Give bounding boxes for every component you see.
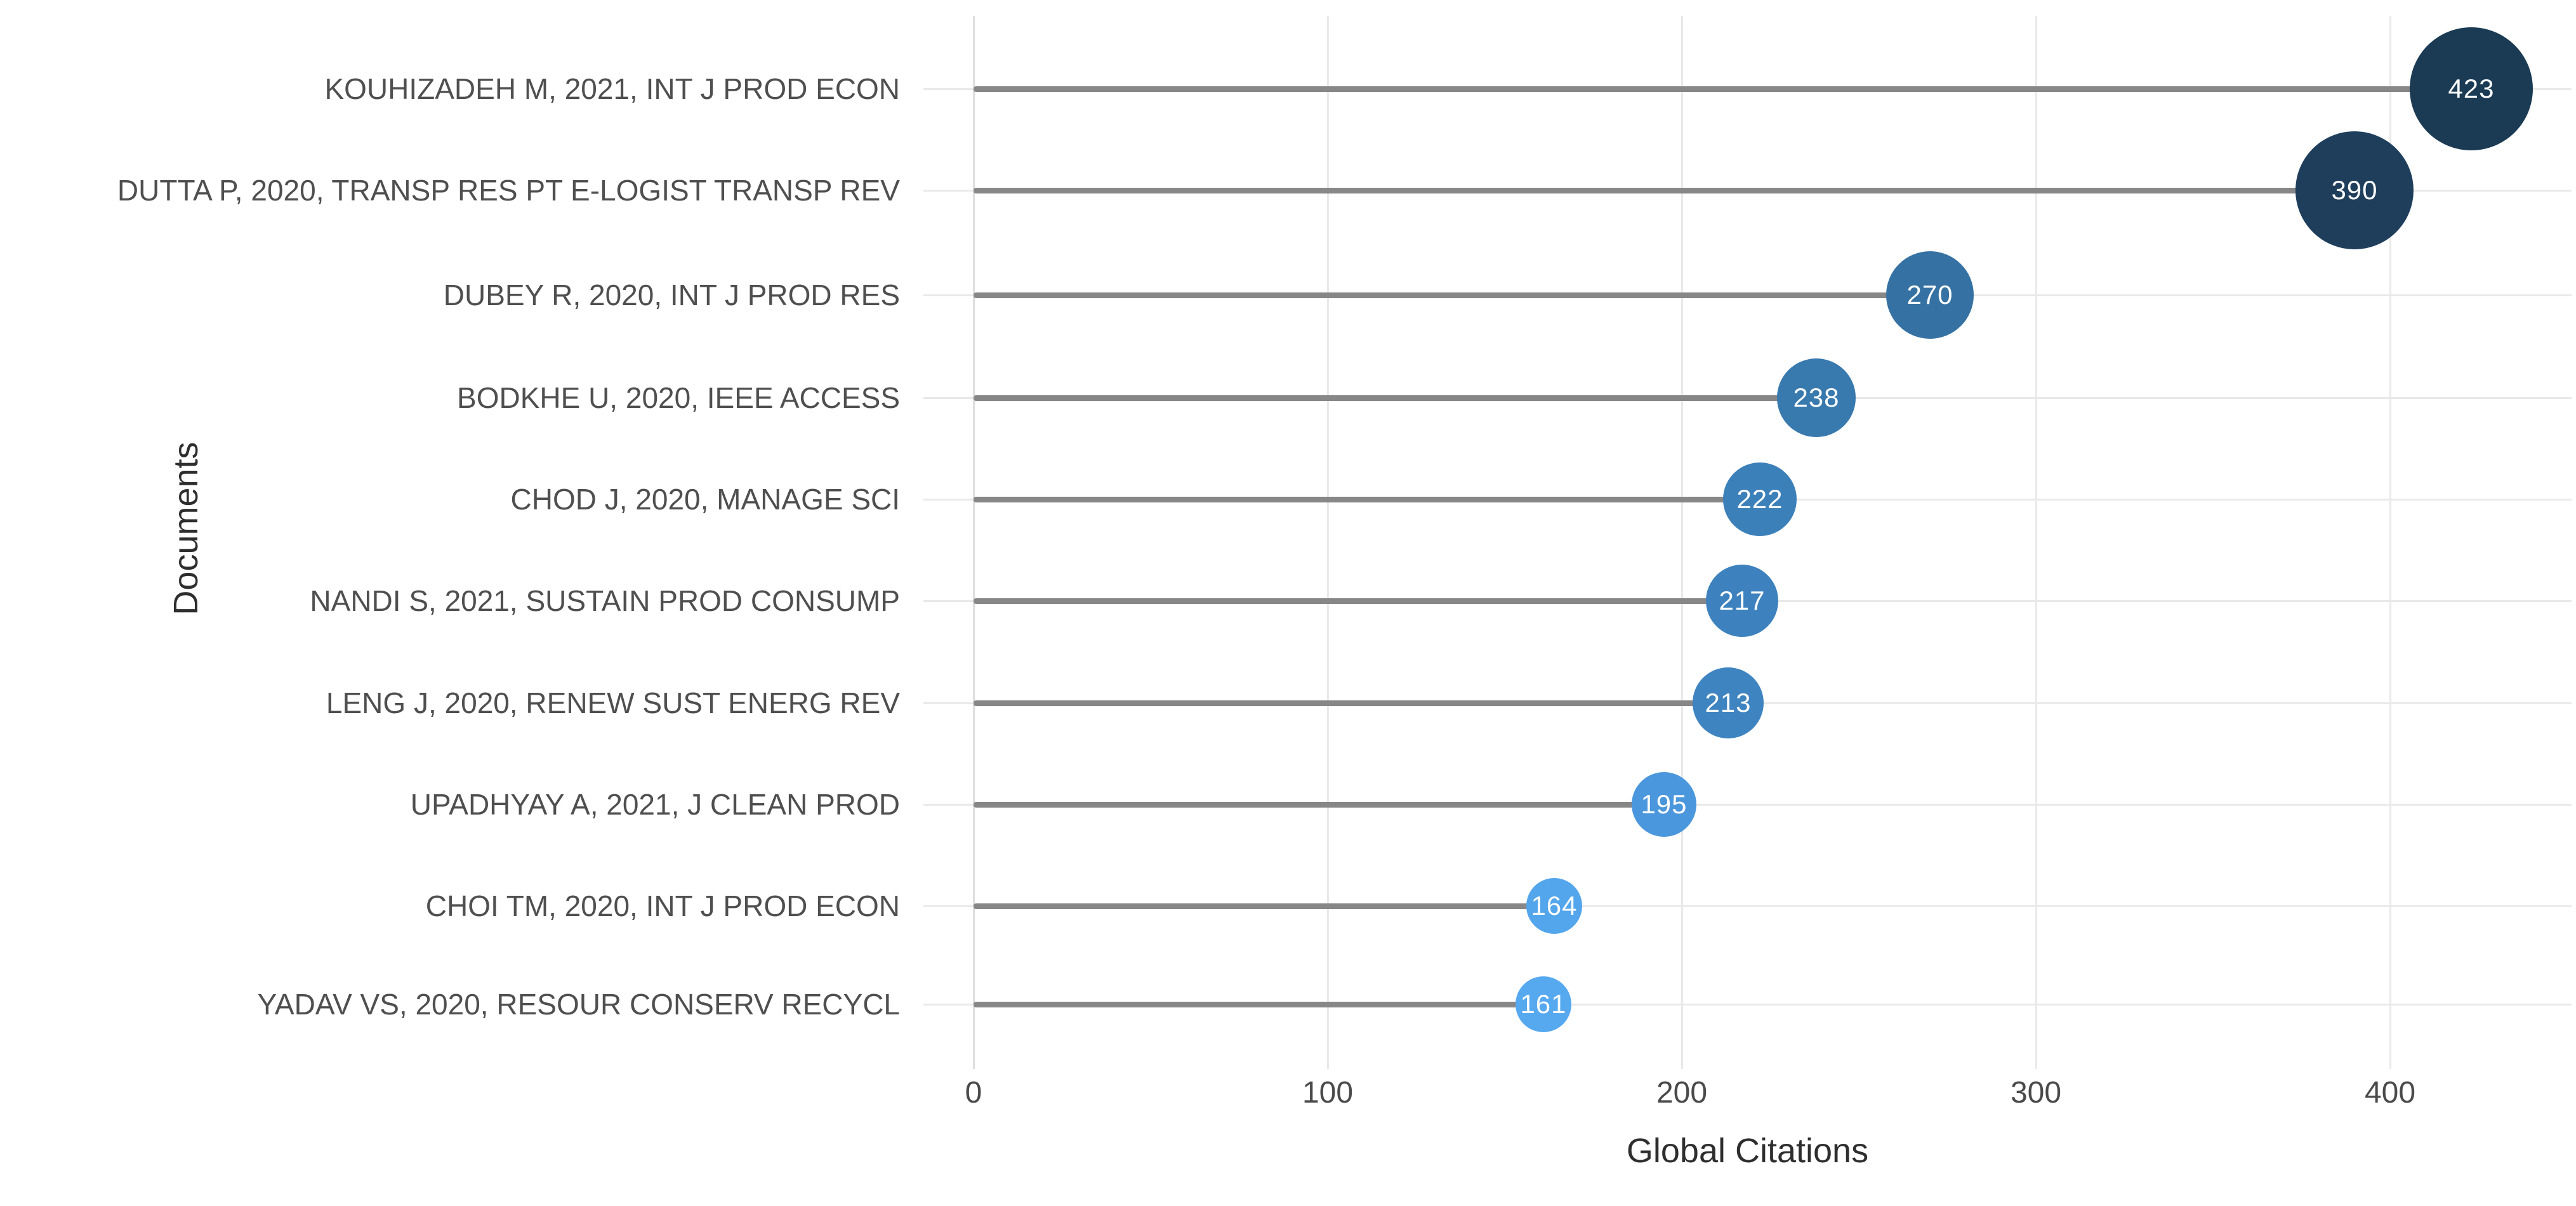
citation-bubble[interactable]: 270 — [1886, 251, 1974, 339]
x-gridline-300 — [2035, 16, 2037, 1069]
citation-bubble[interactable]: 423 — [2410, 27, 2533, 150]
citation-bubble[interactable]: 222 — [1723, 462, 1797, 536]
bubble-value: 423 — [2448, 74, 2495, 103]
bubble-value: 161 — [1520, 989, 1567, 1019]
document-label: UPADHYAY A, 2021, J CLEAN PROD — [410, 788, 900, 821]
x-gridline-0 — [973, 16, 975, 1069]
x-tick-label: 100 — [1302, 1076, 1354, 1110]
document-label: KOUHIZADEH M, 2021, INT J PROD ECON — [324, 72, 900, 105]
x-tick-label: 400 — [2364, 1076, 2416, 1110]
stem-line — [974, 86, 2471, 92]
stem-line — [974, 598, 1742, 604]
stem-line — [974, 903, 1554, 909]
x-gridline-100 — [1327, 16, 1329, 1069]
stem-line — [974, 700, 1728, 706]
stem-line — [974, 188, 2355, 193]
stem-line — [974, 395, 1816, 401]
citation-bubble[interactable]: 164 — [1526, 878, 1582, 934]
stem-line — [974, 1002, 1543, 1007]
x-tick-label: 200 — [1656, 1076, 1708, 1110]
bubble-value: 217 — [1719, 586, 1766, 615]
row-gridline — [923, 905, 2572, 907]
bubble-value: 390 — [2331, 175, 2378, 205]
citation-bubble[interactable]: 161 — [1516, 976, 1571, 1032]
x-gridline-200 — [1681, 16, 1683, 1069]
document-label: DUBEY R, 2020, INT J PROD RES — [443, 279, 900, 311]
bubble-value: 238 — [1793, 383, 1840, 412]
document-label: NANDI S, 2021, SUSTAIN PROD CONSUMP — [310, 584, 900, 617]
citation-bubble[interactable]: 213 — [1693, 667, 1764, 738]
stem-line — [974, 497, 1760, 502]
bubble-value: 270 — [1906, 280, 1953, 310]
stem-line — [974, 802, 1664, 808]
document-label: LENG J, 2020, RENEW SUST ENERG REV — [326, 686, 900, 719]
document-label: BODKHE U, 2020, IEEE ACCESS — [457, 381, 900, 414]
x-tick-label: 0 — [965, 1076, 982, 1110]
bubble-value: 222 — [1736, 484, 1783, 514]
document-label: CHOD J, 2020, MANAGE SCI — [510, 483, 901, 516]
row-gridline — [923, 1004, 2572, 1006]
stem-line — [974, 292, 1930, 298]
citation-bubble[interactable]: 217 — [1706, 565, 1778, 637]
document-label: YADAV VS, 2020, RESOUR CONSERV RECYCL — [257, 988, 900, 1021]
bubble-value: 213 — [1705, 688, 1752, 718]
y-axis-title: Documents — [167, 442, 205, 615]
citation-bubble[interactable]: 238 — [1777, 358, 1856, 437]
bubble-value: 164 — [1531, 891, 1578, 921]
document-label: CHOI TM, 2020, INT J PROD ECON — [425, 889, 900, 922]
x-axis-title: Global Citations — [1626, 1132, 1869, 1170]
x-tick-label: 300 — [2010, 1076, 2062, 1110]
citation-bubble[interactable]: 390 — [2295, 131, 2414, 249]
citation-bubble[interactable]: 195 — [1632, 772, 1696, 837]
x-gridline-400 — [2389, 16, 2391, 1069]
bubble-value: 195 — [1641, 789, 1688, 819]
document-label: DUTTA P, 2020, TRANSP RES PT E-LOGIST TR… — [117, 174, 900, 207]
row-gridline — [923, 804, 2572, 806]
